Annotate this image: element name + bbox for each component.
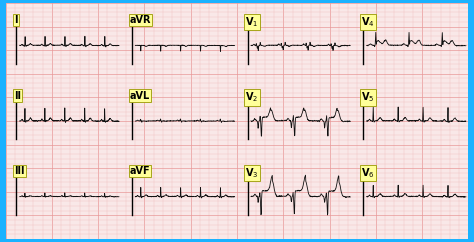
Text: I: I	[14, 15, 18, 25]
Text: V$_3$: V$_3$	[246, 166, 259, 180]
Text: aVF: aVF	[130, 166, 150, 176]
Text: aVR: aVR	[130, 15, 151, 25]
Text: aVL: aVL	[130, 91, 150, 101]
Text: V$_2$: V$_2$	[246, 91, 258, 104]
Text: V$_4$: V$_4$	[361, 15, 374, 29]
Text: II: II	[14, 91, 21, 101]
Text: III: III	[14, 166, 25, 176]
Text: V$_6$: V$_6$	[361, 166, 374, 180]
Text: V$_1$: V$_1$	[246, 15, 259, 29]
Text: V$_5$: V$_5$	[361, 91, 374, 104]
